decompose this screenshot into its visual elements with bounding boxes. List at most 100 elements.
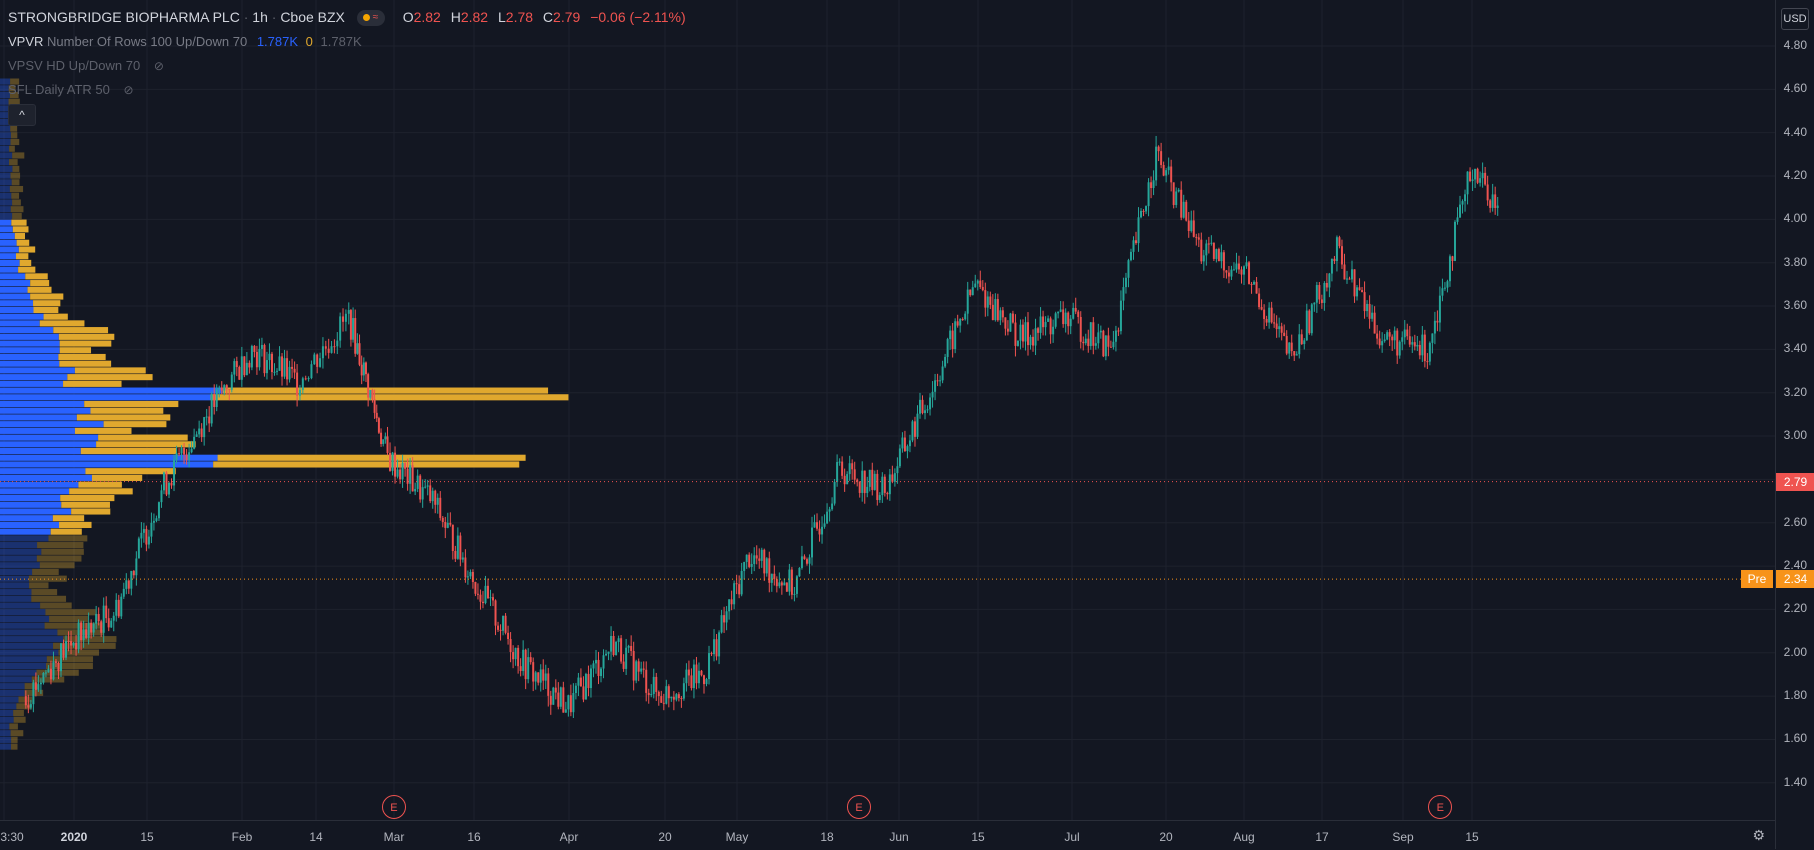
candle-body [245,362,248,376]
earnings-marker-icon[interactable]: E [1428,795,1453,819]
volume-profile-down-bar [45,609,96,616]
candle-body [406,468,409,484]
candle-body [27,705,30,708]
candle-body [145,528,148,545]
candle-body [1069,318,1072,327]
candle-body [454,550,457,559]
vpvr-up-volume: 1.787K [256,34,299,49]
candle-body [1406,329,1409,337]
candle-body [1335,237,1338,262]
vpvr-legend[interactable]: VPVR Number Of Rows 100 Up/Down 70 1.787… [8,34,362,49]
candle-body [1225,270,1228,273]
volume-profile-down-bar [19,259,32,267]
volume-profile-up-bar [0,313,44,320]
hidden-eye-icon[interactable]: ⊘ [123,83,134,97]
candle-body [778,582,781,587]
candle-body [793,593,796,595]
candle-body [1443,287,1446,289]
volume-profile-up-bar [0,629,58,636]
volume-profile-up-bar [0,293,31,300]
candle-body [327,348,330,353]
candle-body [1039,316,1042,333]
candle-body [582,686,585,700]
candle-body [936,380,939,382]
collapse-legend-button[interactable]: ^ [8,104,36,126]
candle-body [1481,172,1484,179]
candle-body [1215,249,1218,259]
volume-profile-down-bar [10,730,24,737]
volume-profile-up-bar [0,159,10,166]
candle-body [1330,258,1333,274]
volume-profile-up-bar [0,219,12,226]
symbol-name[interactable]: STRONGBRIDGE BIOPHARMA PLC [8,9,240,25]
hidden-eye-icon[interactable]: ⊘ [153,59,164,73]
time-tick: Sep [1392,830,1414,844]
currency-button[interactable]: USD [1781,8,1809,30]
candle-body [484,585,487,604]
volume-profile-down-bar [11,179,20,186]
candle-body [34,682,37,690]
candle-body [514,647,517,660]
candle-body [195,434,198,437]
candle-body [650,693,653,696]
candle-body [479,594,482,602]
candle-body [856,479,859,482]
time-tick: 15 [971,830,985,844]
sfl-legend[interactable]: SFL Daily ATR 50 ⊘ [8,82,134,97]
candle-body [426,485,429,487]
candle-body [908,440,911,447]
candle-body [281,356,284,377]
settings-gear-icon[interactable]: ⚙ [1752,827,1765,843]
candle-body [642,668,645,670]
candle-body [828,509,831,512]
candle-body [785,582,788,592]
earnings-marker-icon[interactable]: E [381,795,406,819]
candle-body [1315,285,1318,303]
candle-body [1059,309,1062,312]
price-axis[interactable]: USD 4.80 4.60 4.40 4.20 4.00 3.80 3.60 3.40 3.20… [1775,0,1814,849]
volume-profile-up-bar [0,602,41,609]
candle-body [1438,295,1441,323]
candle-body [362,362,365,376]
volume-profile-down-bar [59,360,112,367]
earnings-marker-icon[interactable]: E [847,795,871,819]
premarket-price-label: 2.34 [1776,570,1814,589]
volume-profile-down-bar [18,266,36,273]
time-tick: 16 [467,830,481,844]
vpsv-legend[interactable]: VPSV HD Up/Down 70 ⊘ [8,58,164,73]
candle-body [720,615,723,633]
candle-body [755,555,758,559]
candle-body [476,593,479,595]
candle-body [92,623,95,633]
candle-body [1160,151,1163,165]
price-chart[interactable] [0,0,1775,820]
candle-body [1222,252,1225,271]
candle-body [439,497,442,518]
volume-profile-up-bar [0,226,13,233]
volume-profile-down-bar [8,98,20,105]
candle-body [97,613,100,622]
candle-body [655,676,658,692]
candle-body [509,639,512,653]
volume-profile-down-bar [53,642,116,649]
volume-profile-up-bar [0,434,99,441]
candle-body [1152,180,1155,189]
interval-label[interactable]: 1h [252,9,268,25]
candle-body [1177,189,1180,192]
volume-profile-down-bar [31,589,58,596]
time-tick: May [725,830,749,844]
candle-body [1217,249,1220,262]
candle-body [1318,285,1321,300]
time-axis[interactable]: 3:30 2020 15 Feb 14 Mar 16 Apr 20 May 18 Jun 15 Jul 20… [0,820,1775,850]
chart-pane[interactable]: STRONGBRIDGE BIOPHARMA PLC · 1h · Cboe B… [0,0,1775,820]
volume-profile-up-bar [0,481,79,488]
candle-body [170,482,173,486]
volume-profile-down-bar [50,528,82,535]
candle-body [1094,343,1097,346]
candle-body [399,469,402,480]
candle-body [851,463,854,470]
candle-body [200,428,203,438]
vpsv-name: VPSV HD Up/Down 70 [8,58,141,73]
market-status-icon[interactable]: ≈ [356,10,385,27]
candle-body [1235,263,1238,270]
